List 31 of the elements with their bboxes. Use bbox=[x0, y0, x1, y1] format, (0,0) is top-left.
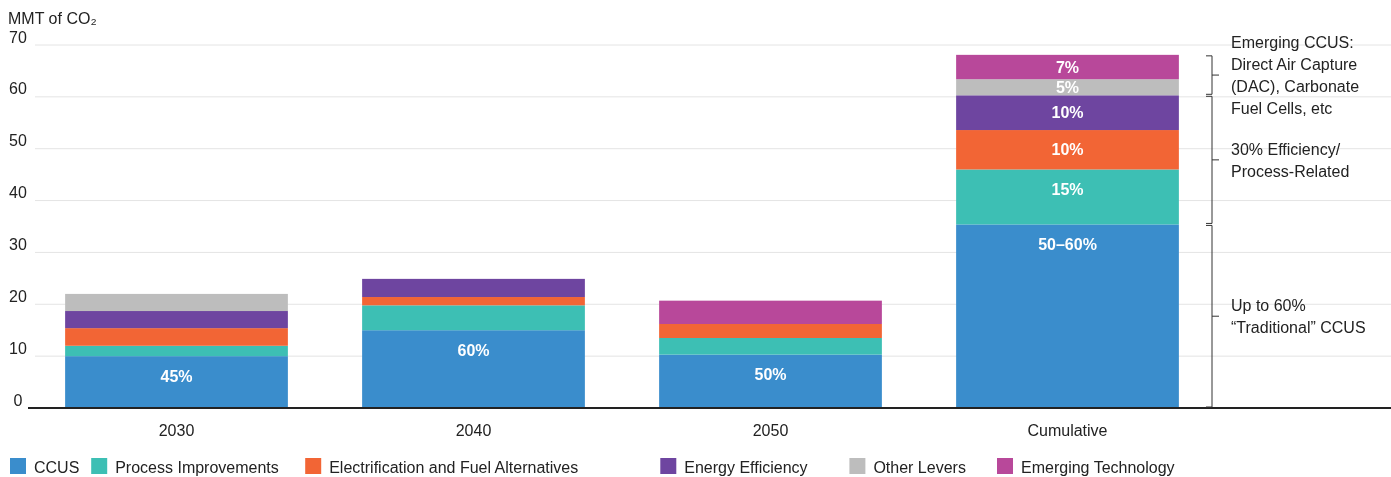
annotation: 15% bbox=[1051, 180, 1084, 198]
annotation: 10% bbox=[1051, 104, 1084, 122]
x-tick-label: Cumulative bbox=[1027, 421, 1108, 439]
y-tick-label: 10 bbox=[9, 339, 27, 357]
y-tick-label: 20 bbox=[9, 287, 27, 305]
y-tick-label: 0 bbox=[13, 391, 23, 409]
y-tick-label: 60 bbox=[9, 80, 27, 98]
x-tick-label: 2030 bbox=[158, 421, 195, 439]
y-tick-label: 70 bbox=[9, 28, 27, 46]
legend-label: Other Levers bbox=[873, 458, 966, 476]
annotation: Emerging CCUS: Direct Air Capture (DAC), Carbonate Fuel Cells, etc bbox=[1231, 33, 1360, 117]
x-tick-label: 2050 bbox=[752, 421, 789, 439]
legend-label: Electrification and Fuel Alternatives bbox=[329, 458, 579, 476]
annotation: 50% bbox=[754, 366, 787, 384]
legend-label: Energy Efficiency bbox=[684, 458, 808, 476]
annotation: 50–60% bbox=[1038, 235, 1097, 253]
y-axis-title: MMT of CO₂ bbox=[8, 9, 97, 27]
legend-label: Process Improvements bbox=[115, 458, 279, 476]
annotation: 60% bbox=[457, 341, 490, 359]
legend-label: CCUS bbox=[34, 458, 80, 476]
annotation: 7% bbox=[1055, 58, 1080, 76]
x-tick-label: 2040 bbox=[455, 421, 492, 439]
annotation: Up to 60% “Traditional” CCUS bbox=[1231, 296, 1366, 336]
y-tick-label: 30 bbox=[9, 235, 27, 253]
annotation: 10% bbox=[1051, 141, 1084, 159]
y-tick-label: 40 bbox=[9, 184, 27, 202]
y-tick-label: 50 bbox=[9, 132, 27, 150]
legend-label: Emerging Technology bbox=[1021, 458, 1175, 476]
annotation: 45% bbox=[160, 367, 193, 385]
annotation: 5% bbox=[1055, 78, 1080, 96]
annotation: 30% Efficiency/ Process-Related bbox=[1231, 140, 1350, 180]
